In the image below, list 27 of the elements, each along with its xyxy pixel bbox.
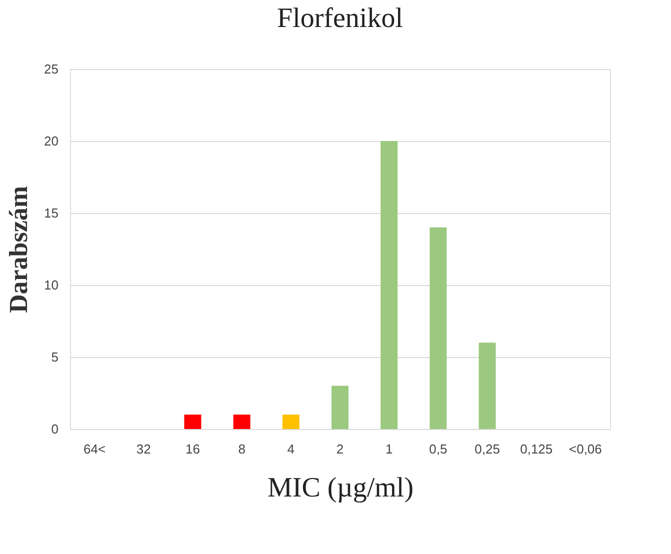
bar (430, 227, 447, 429)
x-tick-label: <0,06 (569, 442, 602, 456)
x-tick-label: 32 (136, 442, 151, 456)
bar (478, 342, 496, 429)
y-tick-label: 25 (44, 62, 58, 76)
y-axis-title: Darabszám (4, 186, 34, 314)
x-tick-label: 1 (385, 442, 393, 456)
bar (233, 414, 250, 429)
x-tick-label: 0,125 (520, 442, 553, 456)
bar (332, 386, 348, 429)
x-tick-label: 64< (84, 442, 106, 456)
y-tick-label: 0 (51, 422, 58, 436)
bar (282, 414, 300, 429)
x-tick-label: 16 (185, 442, 200, 456)
x-tick-label: 8 (238, 442, 246, 456)
y-tick-label: 15 (44, 206, 58, 220)
x-tick-label: 4 (287, 442, 295, 456)
x-tick-label: 0,5 (429, 442, 448, 456)
bar (184, 414, 202, 429)
y-tick-label: 10 (44, 278, 58, 292)
y-tick-label: 20 (44, 134, 58, 148)
x-axis-title: MIC (µg/ml) (267, 472, 414, 504)
x-tick-label: 2 (336, 442, 344, 456)
bar (380, 141, 398, 429)
y-tick-label: 5 (51, 350, 58, 364)
x-tick-label: 0,25 (474, 442, 500, 456)
chart-title: Florfenikol (277, 3, 404, 34)
